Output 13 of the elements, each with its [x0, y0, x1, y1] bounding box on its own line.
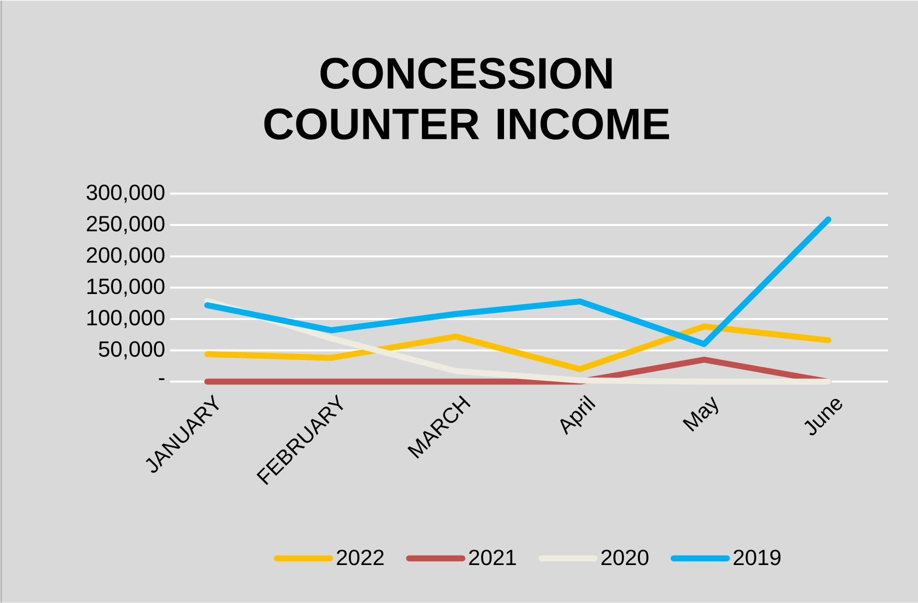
y-tick-label: 100,000	[87, 310, 164, 328]
x-tick-label: May	[682, 396, 718, 432]
y-tick-label: 300,000	[86, 184, 164, 203]
y-tick-label: 250,000	[86, 216, 164, 234]
legend-label: 2020	[601, 550, 648, 566]
legend-label: 2021	[469, 550, 516, 566]
legend-label: 2022	[336, 550, 384, 566]
y-tick-label: 200,000	[86, 247, 164, 266]
chart-title: CONCESSION COUNTER INCOME	[264, 58, 670, 140]
y-tick-label: 50,000	[98, 341, 164, 360]
y-tick-label: -	[158, 378, 164, 380]
y-tick-label: 150,000	[87, 278, 164, 297]
legend-label: 2019	[734, 550, 780, 566]
